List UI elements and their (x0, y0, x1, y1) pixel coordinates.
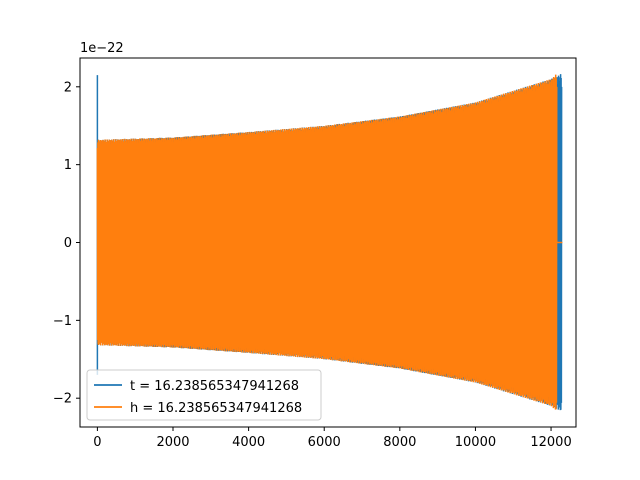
x-tick-label: 6000 (308, 435, 341, 450)
x-axis: 0 2000 4000 6000 8000 10000 12000 (93, 427, 572, 450)
series-layer (96, 74, 563, 411)
y-tick-label: −2 (53, 392, 72, 407)
x-tick-label: 2000 (156, 435, 189, 450)
x-tick-label: 10000 (455, 435, 496, 450)
x-tick-label: 4000 (232, 435, 265, 450)
y-axis: −2 −1 0 1 2 (53, 80, 80, 407)
y-tick-label: 2 (64, 80, 72, 95)
y-tick-label: 0 (64, 236, 72, 251)
y-offset-label: 1e−22 (80, 41, 124, 56)
legend-label-h: h = 16.238565347941268 (130, 401, 302, 416)
y-tick-label: 1 (64, 158, 72, 173)
legend-box (86, 369, 322, 421)
x-tick-label: 8000 (383, 435, 416, 450)
x-tick-label: 12000 (530, 435, 571, 450)
x-tick-label: 0 (93, 435, 101, 450)
legend-label-t: t = 16.238565347941268 (130, 379, 299, 394)
legend: t = 16.238565347941268 h = 16.2385653479… (86, 369, 322, 421)
y-tick-label: −1 (53, 314, 72, 329)
series-h-line (96, 74, 563, 410)
